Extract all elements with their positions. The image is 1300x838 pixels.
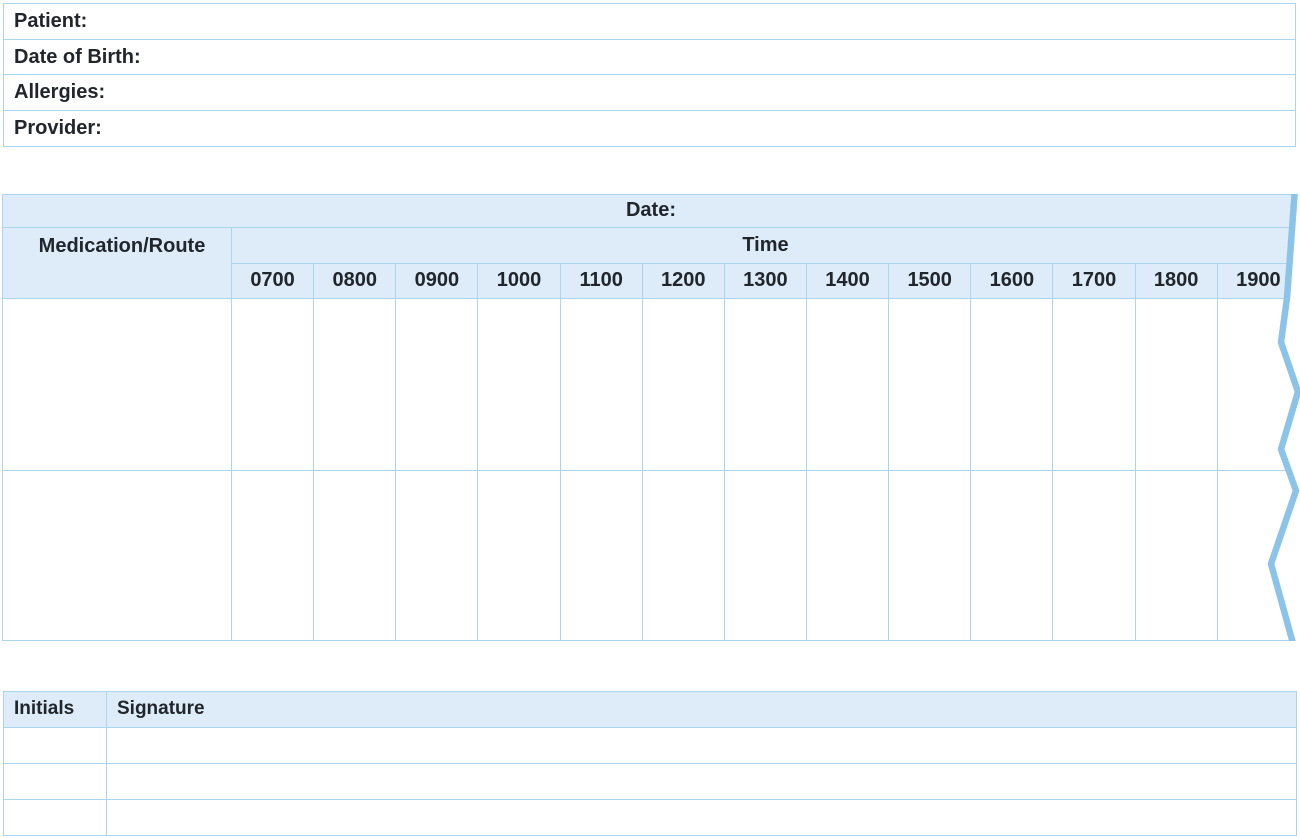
dose-cell bbox=[395, 469, 479, 641]
signature-cell bbox=[106, 762, 1297, 800]
dose-cell bbox=[230, 469, 315, 641]
time-slot-header: 1600 bbox=[970, 262, 1054, 299]
dose-cell bbox=[970, 297, 1054, 471]
dose-cell bbox=[805, 469, 890, 641]
patient-label: Patient: bbox=[14, 10, 88, 32]
dose-cell bbox=[477, 469, 561, 641]
dose-cell bbox=[477, 297, 561, 471]
dose-cell bbox=[1052, 297, 1136, 471]
initials-cell bbox=[3, 726, 107, 764]
dose-cell bbox=[723, 297, 807, 471]
provider-field-row: Provider: bbox=[3, 109, 1296, 147]
signature-row bbox=[3, 798, 1297, 836]
time-slot-header: 1800 bbox=[1134, 262, 1218, 299]
time-slot-header: 1700 bbox=[1052, 262, 1136, 299]
time-slot-header: 1000 bbox=[477, 262, 561, 299]
time-group-header: Time bbox=[231, 226, 1300, 264]
time-slot-header: 1300 bbox=[723, 262, 807, 299]
dose-cell bbox=[313, 297, 397, 471]
allergies-label: Allergies: bbox=[14, 81, 106, 103]
dose-cell bbox=[395, 297, 479, 471]
provider-label: Provider: bbox=[14, 116, 102, 139]
time-slot-header: 1100 bbox=[559, 262, 643, 299]
medication-schedule-section: Date: Medication/Route Time 0700 0800 09… bbox=[2, 193, 1300, 641]
dose-cell bbox=[1052, 469, 1136, 641]
dose-cell bbox=[559, 469, 643, 641]
medication-route-header: Medication/Route bbox=[2, 226, 232, 299]
time-slot-header: 1400 bbox=[805, 262, 890, 299]
dose-cell bbox=[723, 469, 807, 641]
signature-cell bbox=[106, 726, 1297, 764]
dose-cell bbox=[888, 469, 972, 641]
signature-row bbox=[3, 762, 1297, 800]
dose-cell bbox=[1216, 297, 1300, 471]
dose-cell bbox=[888, 297, 972, 471]
patient-field-row: Patient: bbox=[3, 3, 1296, 40]
signature-section: Initials Signature bbox=[3, 690, 1297, 836]
time-slot-header: 0900 bbox=[395, 262, 479, 299]
medication-row bbox=[2, 297, 1300, 471]
signature-row bbox=[3, 726, 1297, 764]
initials-cell bbox=[3, 798, 107, 836]
date-of-birth-label: Date of Birth: bbox=[14, 45, 141, 68]
dose-cell bbox=[559, 297, 643, 471]
time-slot-header: 1200 bbox=[641, 262, 725, 299]
signature-header: Signature bbox=[106, 690, 1297, 728]
time-slot-header: 1900 bbox=[1216, 262, 1300, 299]
dose-cell bbox=[641, 469, 725, 641]
time-slot-header: 0700 bbox=[230, 262, 315, 299]
initials-cell bbox=[3, 762, 107, 800]
signature-cell bbox=[106, 798, 1297, 836]
medication-schedule-table: Date: Medication/Route Time 0700 0800 09… bbox=[2, 193, 1300, 641]
date-header: Date: bbox=[2, 193, 1300, 228]
medication-route-cell bbox=[2, 297, 232, 471]
dose-cell bbox=[1134, 297, 1218, 471]
time-slot-header: 1500 bbox=[888, 262, 972, 299]
dose-cell bbox=[805, 297, 890, 471]
dose-cell bbox=[313, 469, 397, 641]
allergies-field-row: Allergies: bbox=[3, 74, 1296, 111]
medication-row bbox=[2, 469, 1300, 641]
time-slot-header: 0800 bbox=[313, 262, 397, 299]
dose-cell bbox=[230, 297, 315, 471]
dose-cell bbox=[641, 297, 725, 471]
medication-route-cell bbox=[2, 469, 232, 641]
signature-table: Initials Signature bbox=[3, 690, 1297, 836]
dose-cell bbox=[970, 469, 1054, 641]
date-of-birth-field-row: Date of Birth: bbox=[3, 38, 1296, 76]
initials-header: Initials bbox=[3, 690, 107, 728]
dose-cell bbox=[1134, 469, 1218, 641]
patient-info-section: Patient: Date of Birth: Allergies: Provi… bbox=[3, 3, 1296, 147]
dose-cell bbox=[1216, 469, 1300, 641]
